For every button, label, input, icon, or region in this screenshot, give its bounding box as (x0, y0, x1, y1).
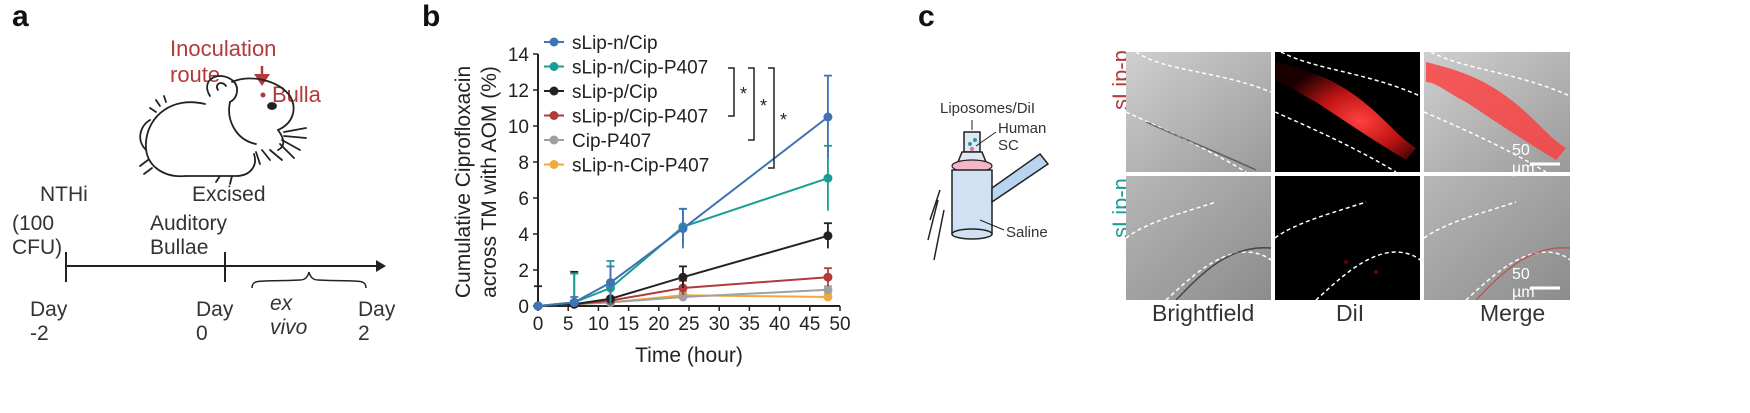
x-tick-label: 50 (829, 314, 850, 335)
micrograph-slip-p-dil (1274, 52, 1421, 173)
data-point (605, 278, 615, 288)
x-tick-label: 35 (739, 314, 760, 335)
series-slip-n-cip (533, 74, 833, 311)
panel-a-letter: a (12, 0, 29, 33)
scale-bar-label-top: 50 µm (1512, 142, 1535, 177)
significance-star: * (760, 96, 767, 116)
chart-series (533, 74, 833, 311)
ex-vivo-label: ex vivo (270, 292, 308, 339)
scale-bar-label-bottom: 50 µm (1512, 266, 1535, 301)
excised-label: Excised (192, 183, 266, 206)
auditory-bullae-label: Auditory Bullae (150, 212, 228, 259)
x-tick-label: 10 (588, 314, 609, 335)
y-tick-label: 6 (518, 189, 529, 210)
chart-legend: sLip-n/Cip sLip-n/Cip-P407 sLip-p/Cip sLip-… (544, 33, 709, 177)
x-tick-label: 40 (769, 314, 790, 335)
data-point (678, 272, 688, 282)
legend-label: sLip-n/Cip (572, 33, 658, 54)
legend-item: Cip-P407 (544, 131, 651, 152)
liposomes-dil-label: Liposomes/DiI (940, 100, 1036, 117)
data-point (678, 292, 688, 302)
chinchilla-sketch (139, 75, 307, 185)
significance-bracket (768, 67, 775, 169)
human-sc-label: Human SC (998, 120, 1047, 154)
nthi-dose-label: (100 CFU) (12, 212, 63, 259)
legend-label: Cip-P407 (572, 131, 651, 152)
x-tick-label: 20 (648, 314, 669, 335)
y-tick-label: 2 (518, 261, 529, 282)
data-point (678, 224, 688, 234)
data-point (823, 272, 833, 282)
col-label-merge: Merge (1480, 300, 1546, 326)
y-tick-label: 8 (518, 153, 529, 174)
micrograph-slip-n-brightfield (1126, 176, 1272, 300)
significance-bracket (748, 67, 755, 141)
x-tick-label: 15 (618, 314, 639, 335)
legend-marker (549, 37, 559, 47)
data-point (823, 231, 833, 241)
significance-brackets: * * * (728, 67, 787, 169)
legend-item: sLip-p/Cip-P407 (544, 107, 708, 128)
nthi-label: NTHi (40, 183, 88, 206)
legend-item: sLip-n-Cip-P407 (544, 156, 709, 177)
y-tick-label: 10 (508, 117, 529, 138)
chart-ylabel-line2: across TM with AOM (%) (478, 66, 501, 298)
receptor-chamber (927, 152, 1050, 261)
significance-bracket (728, 67, 735, 117)
saline-label: Saline (1006, 224, 1048, 241)
data-point (823, 285, 833, 295)
x-tick-label: 0 (533, 314, 544, 335)
chart-ylabel-line1: Cumulative Ciprofloxacin (452, 66, 475, 298)
legend-marker (549, 111, 559, 120)
micrograph-grid (1126, 52, 1570, 300)
x-tick-label: 45 (799, 314, 820, 335)
y-tick-label: 14 (508, 45, 530, 66)
data-point (823, 112, 833, 122)
y-tick-label: 0 (518, 297, 529, 318)
x-tick-label: 25 (678, 314, 699, 335)
panel-c-letter: c (918, 0, 935, 33)
legend-label: sLip-n/Cip-P407 (572, 58, 708, 79)
data-point (533, 301, 543, 311)
legend-marker (549, 160, 559, 169)
col-label-brightfield: Brightfield (1152, 300, 1255, 326)
timeline (65, 252, 386, 289)
franz-cell-diagram (927, 120, 1050, 261)
legend-item: sLip-n/Cip-P407 (544, 58, 708, 79)
panel-b: b 0 5 10 15 20 25 30 35 40 45 50 0 2 4 6 8 10 12 14 sLip-n… (422, 0, 900, 413)
legend-item: sLip-n/Cip (544, 33, 658, 54)
legend-item: sLip-p/Cip (544, 82, 658, 103)
chinchilla-illustration (65, 66, 386, 289)
data-point (569, 297, 579, 307)
day-minus-2-label: Day -2 (30, 298, 68, 345)
y-tick-label: 4 (518, 225, 529, 246)
panel-b-letter: b (422, 0, 441, 33)
data-point (823, 173, 833, 183)
day-2-label: Day 2 (358, 298, 396, 345)
legend-label: sLip-p/Cip (572, 82, 658, 103)
legend-marker (549, 62, 559, 71)
micrograph-slip-n-dil (1274, 176, 1421, 300)
day-0-label: Day 0 (196, 298, 234, 345)
legend-marker (549, 86, 559, 96)
significance-star: * (740, 84, 747, 104)
micrograph-slip-p-merge (1423, 52, 1570, 173)
data-point (823, 292, 833, 302)
x-tick-label: 30 (709, 314, 730, 335)
legend-label: sLip-n-Cip-P407 (572, 156, 709, 177)
micrograph-slip-n-merge (1423, 176, 1570, 300)
significance-star: * (780, 110, 787, 130)
chart-xlabel: Time (hour) (635, 344, 743, 367)
donor-chamber (956, 131, 988, 163)
legend-label: sLip-p/Cip-P407 (572, 107, 708, 128)
legend-marker (549, 135, 559, 145)
col-label-dil: DiI (1336, 300, 1365, 326)
inoculation-route-label: Inoculation route (170, 36, 277, 87)
y-tick-label: 12 (508, 81, 529, 102)
micrograph-slip-p-brightfield (1126, 52, 1272, 173)
x-tick-label: 5 (563, 314, 574, 335)
